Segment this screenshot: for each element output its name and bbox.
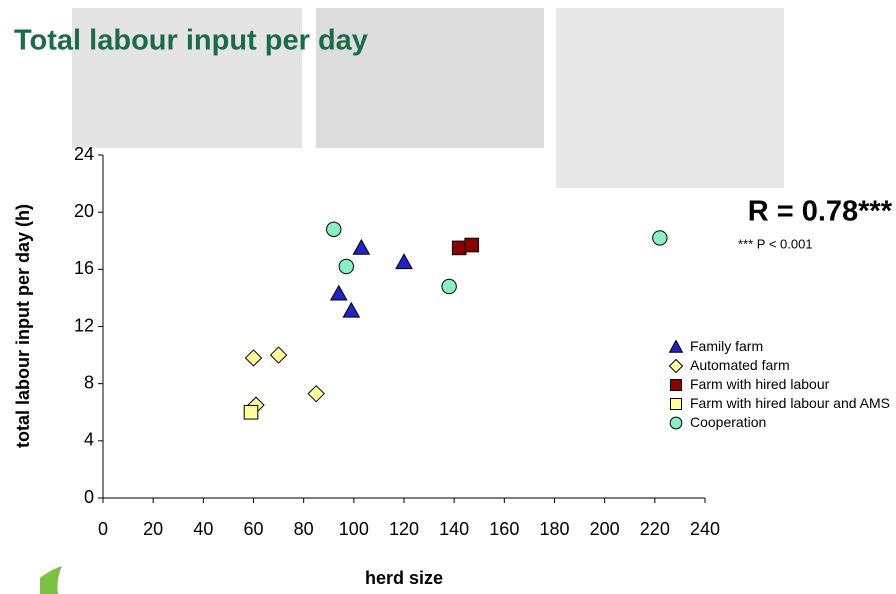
header-photo (72, 8, 302, 148)
data-point (329, 284, 348, 301)
x-tick-label: 220 (640, 519, 670, 539)
x-tick-label: 0 (98, 519, 108, 539)
data-point (352, 238, 371, 255)
y-tick-label: 4 (84, 430, 94, 450)
y-tick-label: 0 (84, 487, 94, 507)
data-point (269, 346, 288, 364)
data-point (244, 349, 263, 367)
legend-marker (669, 416, 683, 430)
y-tick-label: 24 (74, 144, 94, 164)
legend-item: Family farm (668, 338, 893, 355)
header-photo (316, 8, 544, 148)
legend-item: Farm with hired labour (668, 376, 893, 393)
x-tick-label: 80 (294, 519, 314, 539)
data-point (441, 278, 457, 295)
legend-symbol (668, 339, 684, 353)
x-tick-label: 20 (143, 519, 163, 539)
data-point (307, 384, 325, 403)
x-tick-label: 40 (193, 519, 213, 539)
y-tick-label: 20 (74, 201, 94, 221)
x-tick-label: 160 (489, 519, 519, 539)
legend-item: Farm with hired labour and AMS (668, 395, 893, 412)
y-axis-label: total labour input per day (h) (13, 204, 33, 448)
x-tick-label: 100 (339, 519, 369, 539)
legend-marker (669, 378, 683, 392)
x-tick-label: 60 (243, 519, 263, 539)
chart-title: Total labour input per day (14, 25, 368, 57)
x-tick-label: 140 (439, 519, 469, 539)
data-point (326, 221, 342, 238)
legend-label: Automated farm (690, 357, 790, 373)
legend-item: Cooperation (668, 414, 893, 431)
legend-label: Family farm (690, 338, 764, 354)
data-point (338, 258, 355, 275)
data-point (395, 253, 413, 270)
y-tick-label: 8 (84, 372, 94, 392)
y-tick-label: 16 (74, 258, 94, 278)
annotation: *** P < 0.001 (738, 236, 813, 251)
data-point (342, 301, 361, 318)
x-axis-label: herd size (365, 568, 443, 588)
legend-label: Farm with hired labour and AMS (690, 395, 890, 411)
y-tick-label: 12 (74, 315, 94, 335)
legend-marker (668, 358, 684, 374)
legend-item: Automated farm (668, 357, 893, 374)
legend-symbol (668, 358, 684, 374)
x-tick-label: 200 (590, 519, 620, 539)
header-photo (556, 8, 784, 188)
data-point (451, 240, 467, 256)
x-tick-label: 180 (539, 519, 569, 539)
legend-symbol (669, 416, 683, 430)
legend-marker (669, 397, 683, 411)
legend-symbol (669, 378, 683, 392)
data-point (464, 237, 480, 253)
data-point (243, 404, 259, 420)
x-tick-label: 120 (389, 519, 419, 539)
data-point (652, 230, 668, 246)
legend-symbol (669, 397, 683, 411)
legend-marker (668, 339, 684, 353)
legend: Family farm Automated farm Farm with hired… (668, 338, 893, 433)
logo-leaf (40, 566, 62, 594)
legend-label: Farm with hired labour (690, 376, 830, 392)
annotation: R = 0.78*** (748, 196, 893, 228)
x-tick-label: 240 (690, 519, 720, 539)
legend-label: Cooperation (690, 414, 767, 430)
